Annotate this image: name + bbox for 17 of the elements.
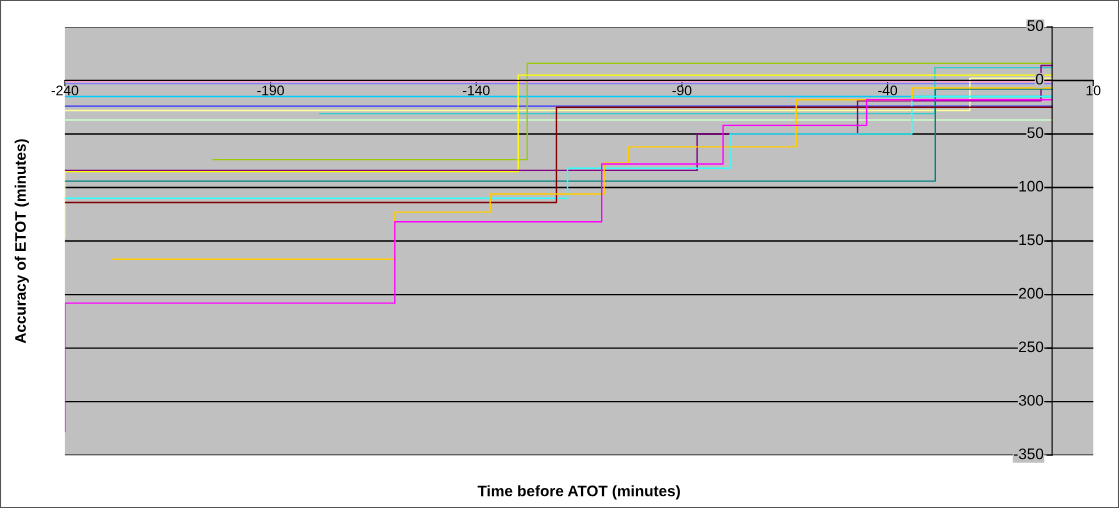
y-tick-label: 250	[1019, 341, 1044, 353]
y-tick-label: 50	[1027, 127, 1044, 139]
x-tick-label: -40	[878, 85, 898, 96]
y-tick-label: 100	[1019, 180, 1044, 192]
y-tick-label: 150	[1019, 234, 1044, 246]
y-tick-label: -350	[1013, 448, 1044, 460]
y-axis-title: Accuracy of ETOT (minutes)	[14, 139, 29, 344]
x-tick-label: -140	[462, 85, 490, 96]
y-tick-label: 300	[1018, 394, 1044, 406]
y-tick-label: 200	[1019, 287, 1044, 299]
y-tick-label: 50	[1027, 20, 1044, 32]
x-tick-label: -240	[51, 85, 79, 96]
x-axis-title: Time before ATOT (minutes)	[477, 485, 680, 500]
y-tick-label: 0	[1035, 73, 1044, 85]
x-tick-label: -190	[257, 85, 284, 96]
x-tick-label: 10	[1086, 85, 1101, 96]
x-tick-label: -90	[672, 85, 692, 96]
